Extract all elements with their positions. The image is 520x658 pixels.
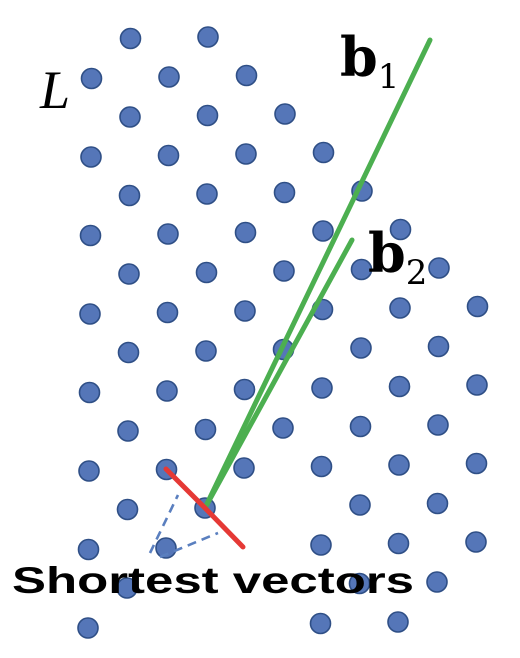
lattice-point bbox=[119, 106, 141, 128]
lattice-point bbox=[427, 414, 449, 436]
lattice-point bbox=[348, 572, 371, 595]
lattice-point bbox=[235, 64, 258, 87]
lattice-point bbox=[233, 457, 255, 479]
lattice-point bbox=[273, 181, 296, 204]
lattice-point bbox=[312, 220, 334, 242]
lattice-point bbox=[158, 66, 180, 88]
lattice-point bbox=[79, 224, 102, 247]
lattice-point bbox=[196, 183, 218, 205]
lattice-point bbox=[427, 335, 450, 358]
lattice-point bbox=[79, 303, 101, 325]
lattice-point bbox=[428, 257, 450, 279]
vectors bbox=[163, 37, 433, 550]
lattice-point bbox=[311, 377, 333, 399]
shortest-vector-1 bbox=[163, 466, 208, 511]
lattice-point bbox=[156, 301, 179, 324]
lattice-point bbox=[77, 538, 100, 561]
lattice-point bbox=[387, 611, 409, 633]
lattice-point bbox=[119, 27, 142, 50]
lattice-point bbox=[78, 381, 101, 404]
lattice-point bbox=[389, 218, 412, 241]
caption-shortest-vectors: Shortest vectors bbox=[12, 560, 414, 601]
lattice-point bbox=[194, 418, 217, 441]
lattice-point bbox=[312, 141, 335, 164]
lattice-point bbox=[117, 341, 140, 364]
lattice-point bbox=[80, 146, 102, 168]
lattice-point bbox=[273, 260, 295, 282]
caption-pointers bbox=[148, 494, 219, 559]
lattice-point bbox=[116, 577, 138, 599]
lattice-point bbox=[234, 300, 256, 322]
lattice-point bbox=[466, 374, 488, 396]
lattice-point bbox=[310, 534, 332, 556]
lattice-point bbox=[197, 26, 219, 48]
basis-label-b1-subscript: 1 bbox=[378, 57, 400, 97]
lattice-point bbox=[272, 417, 294, 439]
lattice-point bbox=[426, 571, 448, 593]
lattice-point bbox=[426, 492, 449, 515]
labels: L b1 b2 Shortest vectors bbox=[12, 25, 427, 601]
lattice-point bbox=[350, 337, 372, 359]
lattice-point bbox=[117, 420, 139, 442]
lattice-point bbox=[465, 531, 487, 553]
lattice-point bbox=[389, 297, 411, 319]
shortest-vector-2 bbox=[202, 505, 246, 550]
lattice-point bbox=[465, 452, 488, 475]
lattice-point bbox=[310, 455, 333, 478]
lattice-point bbox=[235, 143, 257, 165]
lattice-label: L bbox=[39, 60, 70, 120]
lattice-point bbox=[196, 104, 219, 127]
lattice-point bbox=[116, 498, 139, 521]
lattice-point bbox=[274, 103, 296, 125]
basis-label-b1-name: b bbox=[340, 25, 378, 89]
lattice-point bbox=[388, 454, 410, 476]
lattice-point bbox=[195, 340, 217, 362]
basis-label-b2-subscript: 2 bbox=[406, 253, 428, 293]
lattice-point bbox=[234, 221, 257, 244]
lattice-point bbox=[387, 532, 410, 555]
lattice-point bbox=[118, 263, 140, 285]
lattice-point bbox=[157, 144, 180, 167]
lattice-points bbox=[77, 26, 489, 639]
pointer-to-shortest-vector-1 bbox=[148, 494, 180, 554]
basis-vector-b2 bbox=[202, 237, 355, 511]
lattice-point bbox=[349, 494, 371, 516]
basis-label-b1: b1 bbox=[340, 25, 399, 97]
lattice-point bbox=[233, 378, 256, 401]
lattice-point bbox=[78, 460, 100, 482]
lattice-point bbox=[350, 258, 373, 281]
lattice-point bbox=[155, 537, 177, 559]
lattice-point bbox=[157, 223, 179, 245]
lattice-point bbox=[77, 617, 99, 639]
basis-vector-b1 bbox=[202, 37, 433, 511]
lattice-point bbox=[388, 375, 411, 398]
lattice-point bbox=[156, 380, 178, 402]
basis-label-b2: b2 bbox=[368, 221, 427, 293]
lattice-point bbox=[80, 67, 103, 90]
pointer-to-shortest-vector-2 bbox=[159, 531, 219, 559]
lattice-point bbox=[309, 612, 332, 635]
basis-label-b2-name: b bbox=[368, 221, 406, 285]
lattice-point bbox=[195, 261, 218, 284]
lattice-point bbox=[349, 415, 372, 438]
lattice-point bbox=[118, 184, 141, 207]
lattice-point bbox=[466, 295, 489, 318]
